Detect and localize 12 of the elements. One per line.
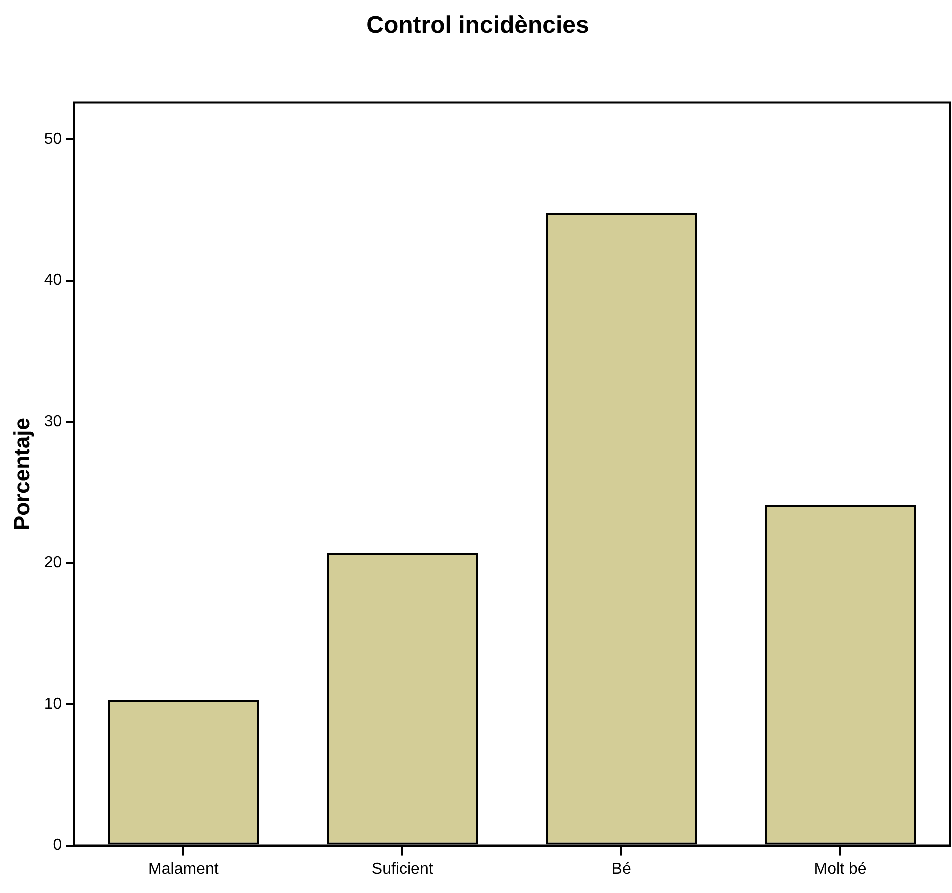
y-tick-label: 50 bbox=[44, 130, 62, 148]
x-tick-label: Malament bbox=[148, 860, 220, 878]
x-tick-label: Suficient bbox=[372, 860, 434, 878]
y-tick-label: 0 bbox=[53, 837, 62, 854]
x-tick-label: Bé bbox=[612, 860, 632, 878]
y-tick-label: 20 bbox=[44, 554, 62, 572]
y-tick-label: 10 bbox=[44, 696, 62, 713]
x-tick-label: Molt bé bbox=[814, 860, 867, 878]
y-tick-label: 40 bbox=[44, 272, 62, 290]
chart-title: Control incidències bbox=[366, 12, 590, 40]
y-tick-label: 30 bbox=[44, 413, 62, 430]
y-axis-title: Porcentaje bbox=[9, 418, 34, 531]
